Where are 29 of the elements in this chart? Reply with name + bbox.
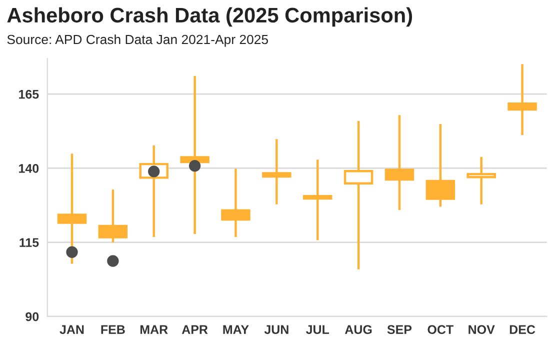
point xyxy=(66,246,78,258)
chart-subtitle: Source: APD Crash Data Jan 2021-Apr 2025 xyxy=(7,34,268,47)
x-tick-label: JUL xyxy=(306,325,330,334)
x-tick-label: NOV xyxy=(468,325,495,334)
candlestick xyxy=(344,120,374,270)
x-tick-label: DEC xyxy=(510,325,536,334)
point xyxy=(188,160,201,172)
candlestick xyxy=(262,138,292,206)
candlestick xyxy=(302,158,332,242)
x-tick-label: SEP xyxy=(387,325,412,334)
x-tick-label: JAN xyxy=(60,325,84,334)
y-tick-label: 165 xyxy=(19,90,39,99)
x-tick-label: FEB xyxy=(101,325,125,334)
candlestick xyxy=(466,156,496,206)
point xyxy=(107,255,119,267)
x-tick-label: OCT xyxy=(428,325,454,334)
candlestick xyxy=(508,63,537,136)
x-tick-label: AUG xyxy=(344,325,372,334)
y-tick-label: 90 xyxy=(26,312,39,322)
x-tick-label: APR xyxy=(182,325,208,334)
chart-title: Asheboro Crash Data (2025 Comparison) xyxy=(7,7,412,27)
candlestick xyxy=(180,74,210,236)
candlestick xyxy=(384,114,414,212)
candlestick xyxy=(57,152,87,265)
x-tick-label: MAR xyxy=(140,325,168,334)
y-tick-label: 115 xyxy=(20,238,39,247)
y-tick-label: 140 xyxy=(19,164,39,173)
x-tick-label: JUN xyxy=(264,325,288,334)
x-tick-label: MAY xyxy=(223,325,249,334)
